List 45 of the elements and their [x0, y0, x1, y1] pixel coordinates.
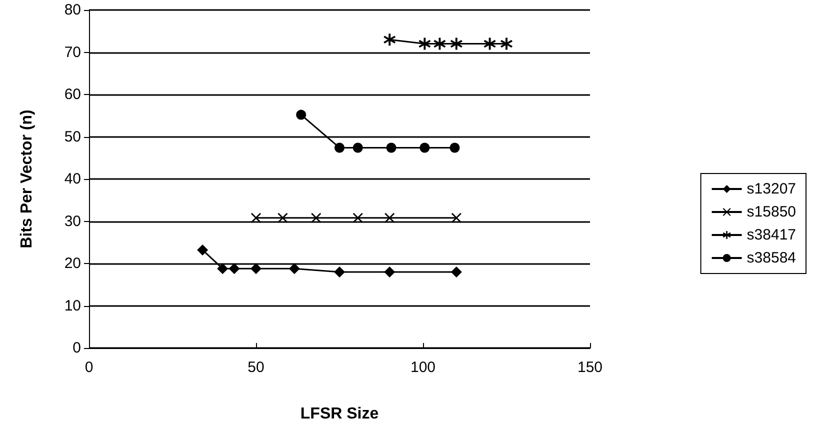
y-tick-label: 70 [64, 44, 81, 61]
point [450, 38, 462, 50]
point [296, 110, 306, 120]
y-tick-label: 10 [64, 297, 81, 314]
x-tick-label: 100 [410, 359, 436, 376]
x-axis-title: LFSR Size [300, 406, 379, 422]
point [197, 244, 208, 256]
legend-label: s13207 [746, 180, 796, 198]
point [384, 34, 396, 46]
y-tick-label: 60 [64, 86, 81, 103]
y-axis-title: Bits Per Vector (n) [18, 110, 36, 248]
point [334, 142, 344, 153]
point [228, 263, 240, 274]
point [334, 266, 345, 278]
legend-label: s38584 [746, 250, 796, 266]
point [217, 263, 228, 274]
point [250, 263, 262, 274]
point [484, 38, 496, 50]
point [352, 142, 363, 153]
x-tick-label: 50 [248, 359, 264, 376]
point [451, 212, 462, 223]
point [500, 38, 512, 50]
point [311, 212, 322, 223]
y-tick-label: 50 [64, 128, 81, 146]
point [352, 212, 363, 223]
point [418, 38, 431, 50]
x-tick-label: 150 [577, 359, 603, 376]
point [384, 266, 396, 278]
point [450, 266, 462, 278]
y-tick-label: 40 [64, 170, 81, 188]
y-tick-label: 20 [64, 255, 81, 272]
point [288, 263, 300, 274]
point [450, 142, 460, 153]
legend-label: s15850 [746, 204, 796, 220]
y-tick-label: 0 [72, 340, 81, 356]
point [251, 212, 261, 223]
y-tick-label: 80 [64, 2, 81, 18]
point [420, 142, 430, 153]
point [434, 38, 446, 50]
point [386, 142, 396, 153]
point [278, 212, 288, 223]
point [384, 212, 395, 223]
y-tick-label: 30 [64, 212, 81, 230]
legend-label: s38417 [746, 226, 796, 244]
x-tick-label: 0 [84, 359, 94, 376]
